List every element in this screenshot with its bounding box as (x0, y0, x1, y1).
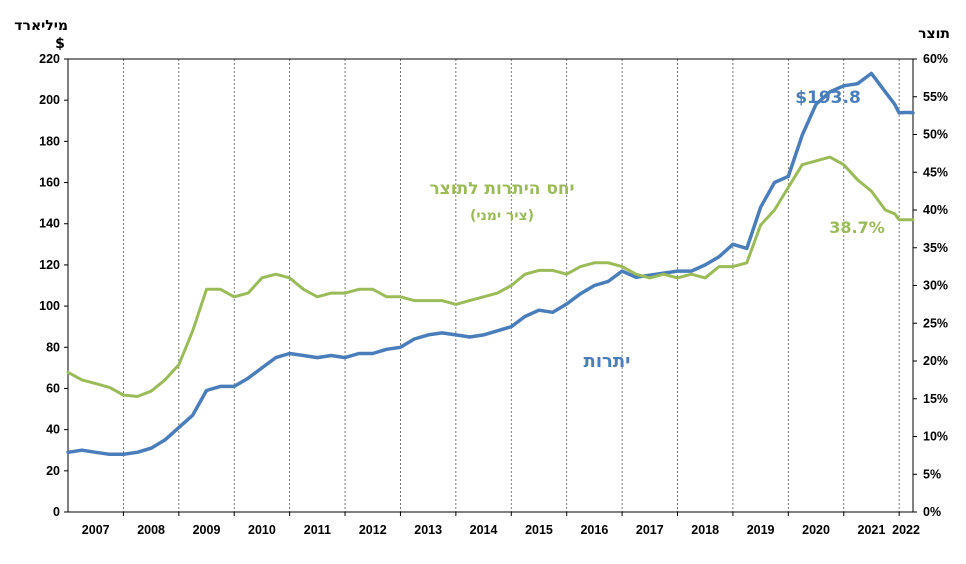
right-axis-tick-label: 40% (923, 203, 948, 217)
left-axis-tick-label: 200 (39, 93, 60, 107)
x-axis-tick-label: 2010 (248, 523, 276, 537)
reserves-value-label: $193.8 (795, 88, 861, 108)
left-axis-tick-label: 60 (46, 381, 60, 395)
x-axis-tick-label: 2007 (82, 523, 110, 537)
right-axis-tick-label: 20% (923, 354, 948, 368)
left-axis-tick-label: 80 (46, 340, 60, 354)
series-lines (66, 71, 915, 457)
x-axis-tick-label: 2016 (580, 523, 608, 537)
right-axis-tick-label: 5% (923, 467, 941, 481)
x-axis-tick-label: 2022 (892, 523, 920, 537)
left-axis-tick-label: 140 (39, 217, 60, 231)
grid-lines (123, 59, 900, 512)
ratio-series-title: יחס היתרות לתוצר (429, 179, 574, 199)
x-axis-tick-label: 2012 (359, 523, 387, 537)
x-axis-tick-label: 2014 (470, 523, 498, 537)
ratio-series-line (66, 155, 915, 398)
left-axis-unit-label: מיליארד (14, 18, 68, 34)
left-axis-tick-label: 40 (46, 423, 60, 437)
x-axis-tick-label: 2008 (137, 523, 165, 537)
left-axis-tick-label: 160 (39, 176, 60, 190)
x-axis-tick-label: 2011 (304, 523, 331, 537)
right-axis-tick-label: 55% (923, 90, 948, 104)
ratio-value-label: 38.7% (829, 218, 885, 237)
reserves-series-line (66, 71, 915, 457)
right-axis-unit-label: תוצר (918, 26, 950, 42)
reserves-series-title: יתרות (584, 351, 631, 372)
tick-labels: 0 20 40 60 80 100 120 140 160 180 200 220 0% 5% 10% 15%… (39, 52, 948, 537)
x-axis-tick-label: 2021 (858, 523, 886, 537)
left-axis-tick-label: 20 (46, 464, 60, 478)
x-axis-tick-label: 2009 (193, 523, 221, 537)
right-axis-tick-label: 50% (923, 128, 948, 142)
ratio-series-subtitle: (ציר ימני) (470, 208, 534, 224)
right-axis-tick-label: 60% (923, 52, 948, 66)
right-axis-tick-label: 0% (923, 505, 941, 519)
x-axis-tick-label: 2015 (525, 523, 553, 537)
right-axis-tick-label: 15% (923, 392, 948, 406)
left-axis-tick-label: 220 (39, 52, 60, 66)
left-axis-tick-label: 100 (39, 299, 60, 313)
left-axis-tick-label: 180 (39, 134, 60, 148)
left-axis-tick-label: 120 (39, 258, 60, 272)
right-axis-tick-label: 25% (923, 316, 948, 330)
right-axis-tick-label: 45% (923, 165, 948, 179)
axes (64, 58, 917, 516)
x-axis-tick-label: 2019 (747, 523, 775, 537)
right-axis-tick-label: 10% (923, 430, 948, 444)
x-axis-tick-label: 2018 (691, 523, 719, 537)
right-axis-tick-label: 30% (923, 279, 948, 293)
left-axis-unit-symbol: $ (55, 36, 65, 52)
x-axis-tick-label: 2020 (802, 523, 830, 537)
right-axis-tick-label: 35% (923, 241, 948, 255)
x-axis-tick-label: 2013 (414, 523, 442, 537)
x-axis-tick-label: 2017 (636, 523, 664, 537)
left-axis-tick-label: 0 (53, 505, 60, 519)
